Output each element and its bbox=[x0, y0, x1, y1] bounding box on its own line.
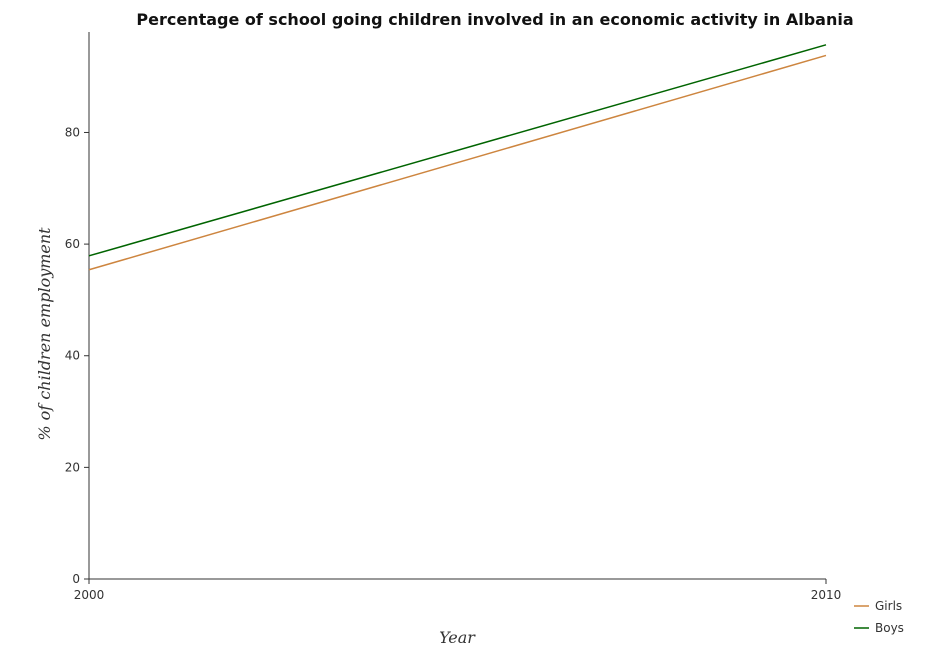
series-line-girls bbox=[88, 54, 827, 271]
x-tick-label: 2010 bbox=[811, 588, 842, 602]
y-axis-label: % of children employment bbox=[35, 227, 54, 441]
y-ticks: 0 20 40 60 80 bbox=[65, 125, 89, 586]
y-tick-label: 20 bbox=[65, 460, 80, 474]
axes bbox=[88, 32, 826, 580]
x-tick-label: 2000 bbox=[74, 588, 105, 602]
x-ticks: 2000 2010 bbox=[74, 579, 842, 602]
x-axis-label: Year bbox=[439, 628, 476, 647]
series-line-boys bbox=[88, 44, 827, 257]
y-tick-label: 40 bbox=[65, 349, 80, 363]
legend-label-boys: Boys bbox=[875, 621, 904, 635]
legend-label-girls: Girls bbox=[875, 599, 902, 613]
chart-title: Percentage of school going children invo… bbox=[136, 10, 853, 29]
legend: Girls Boys bbox=[854, 599, 904, 635]
y-tick-label: 60 bbox=[65, 237, 80, 251]
y-tick-label: 0 bbox=[72, 572, 80, 586]
y-tick-label: 80 bbox=[65, 125, 80, 139]
series-lines bbox=[88, 44, 827, 271]
